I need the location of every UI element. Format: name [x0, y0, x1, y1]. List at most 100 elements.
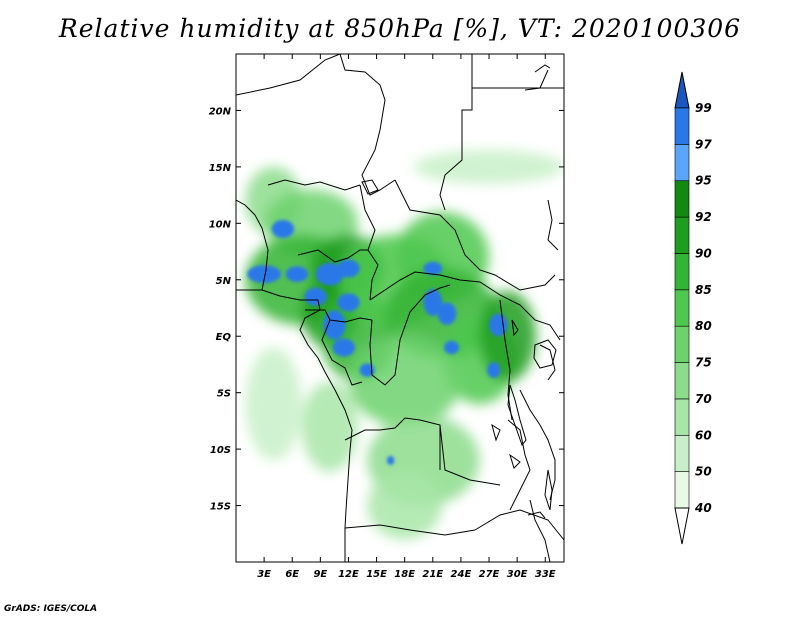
lake-victoria — [533, 339, 557, 369]
colorbar-label: 90 — [695, 246, 712, 260]
x-tick-label: 3E — [257, 569, 271, 580]
x-tick-label: 6E — [285, 569, 299, 580]
humidity-patch-97 — [332, 338, 356, 357]
colorbar-segment-bottom — [674, 507, 690, 545]
border-line — [529, 499, 551, 562]
colorbar-segment — [674, 362, 690, 400]
humidity-patch-97 — [487, 362, 501, 378]
x-tick-label: 9E — [313, 569, 327, 580]
x-tick-label: 15E — [366, 569, 387, 580]
colorbar-segment — [674, 144, 690, 182]
humidity-patch-97 — [423, 288, 443, 316]
colorbar: 40 50 60 70 75 80 85 90 92 95 97 99 — [674, 71, 712, 545]
border-line — [519, 389, 556, 501]
humidity-region — [414, 149, 564, 184]
y-tick-label: 10S — [210, 445, 231, 456]
x-tick-label: 30E — [507, 569, 528, 580]
red-sea-coast — [534, 64, 551, 73]
humidity-region — [245, 347, 302, 461]
border-line — [344, 524, 476, 536]
border-line — [321, 319, 363, 386]
colorbar-label: 85 — [695, 283, 712, 297]
lake-chad — [361, 179, 379, 195]
humidity-patch-97 — [323, 310, 346, 340]
border-line — [519, 304, 561, 341]
colorbar-label: 60 — [695, 428, 712, 442]
border-line — [524, 69, 549, 91]
lake-mweru — [491, 423, 501, 442]
border-line — [267, 179, 361, 191]
border-line — [344, 417, 501, 486]
border-line — [297, 249, 368, 263]
humidity-patch-97 — [423, 261, 443, 276]
border-line — [236, 54, 341, 96]
colorbar-segment — [674, 471, 690, 509]
humidity-patch-97 — [304, 287, 327, 306]
border-line — [474, 509, 564, 541]
x-tick-label: 24E — [451, 569, 472, 580]
x-tick-label: 12E — [338, 569, 359, 580]
colorbar-label: 70 — [695, 392, 712, 406]
x-tick-label: 18E — [394, 569, 415, 580]
colorbar-segment — [674, 325, 690, 363]
colorbar-segment — [674, 107, 690, 145]
colorbar-label: 99 — [695, 101, 712, 115]
humidity-patch-97 — [337, 259, 360, 278]
colorbar-label: 40 — [694, 501, 712, 515]
colorbar-segment-top — [674, 71, 690, 109]
colorbar-segment — [674, 216, 690, 254]
y-tick-label: EQ — [216, 332, 232, 343]
border-line — [394, 179, 556, 291]
humidity-patch-97 — [271, 219, 295, 239]
lake-malawi — [544, 469, 553, 511]
x-tick-label: 33E — [535, 569, 556, 580]
humidity-region — [367, 471, 443, 540]
lake-tanganyika — [507, 384, 527, 447]
colorbar-segment — [674, 289, 690, 327]
humidity-patch-97 — [247, 265, 281, 284]
x-axis: 3E 6E 9E 12E 15E 18E 21E 24E 27E 30E 33E — [257, 54, 556, 580]
coastline — [236, 289, 353, 562]
border-line — [369, 284, 451, 386]
colorbar-label: 92 — [695, 210, 712, 224]
humidity-patch-97 — [444, 340, 460, 355]
humidity-patch-97 — [489, 313, 508, 337]
colorbar-segment — [674, 398, 690, 436]
border-line — [507, 419, 531, 511]
humidity-region — [348, 336, 461, 427]
colorbar-label: 80 — [695, 319, 712, 333]
y-tick-label: 5N — [216, 276, 232, 287]
map-frame — [235, 53, 565, 563]
lake-albert — [511, 319, 519, 337]
lake-kariba — [509, 453, 521, 469]
map-area — [236, 54, 564, 562]
lakes — [361, 64, 557, 519]
colorbar-segment — [674, 253, 690, 291]
x-tick-label: 27E — [479, 569, 500, 580]
y-tick-label: 20N — [209, 106, 232, 117]
border-line — [499, 299, 513, 421]
humidity-region — [301, 381, 358, 472]
colorbar-segment — [674, 180, 690, 218]
credit-text: GrADS: IGES/COLA — [4, 604, 98, 614]
country-borders — [236, 54, 564, 562]
colorbar-segment — [674, 434, 690, 472]
border-line — [369, 271, 521, 306]
border-line — [547, 199, 559, 251]
colorbar-label: 95 — [695, 174, 712, 188]
y-tick-label: 5S — [217, 389, 231, 400]
border-line — [236, 199, 269, 291]
border-line — [539, 344, 556, 381]
humidity-region — [479, 291, 536, 382]
humidity-patch-97 — [386, 455, 395, 465]
border-line — [305, 309, 373, 323]
colorbar-label: 50 — [695, 465, 712, 479]
river-mark — [527, 511, 546, 519]
colorbar-label: 97 — [695, 137, 712, 151]
humidity-patch-97 — [437, 302, 457, 325]
border-line — [339, 54, 396, 196]
border-line — [439, 54, 473, 211]
humidity-patch-97 — [315, 262, 344, 286]
map-title: Relative humidity at 850hPa [%], VT: 202… — [58, 14, 742, 43]
